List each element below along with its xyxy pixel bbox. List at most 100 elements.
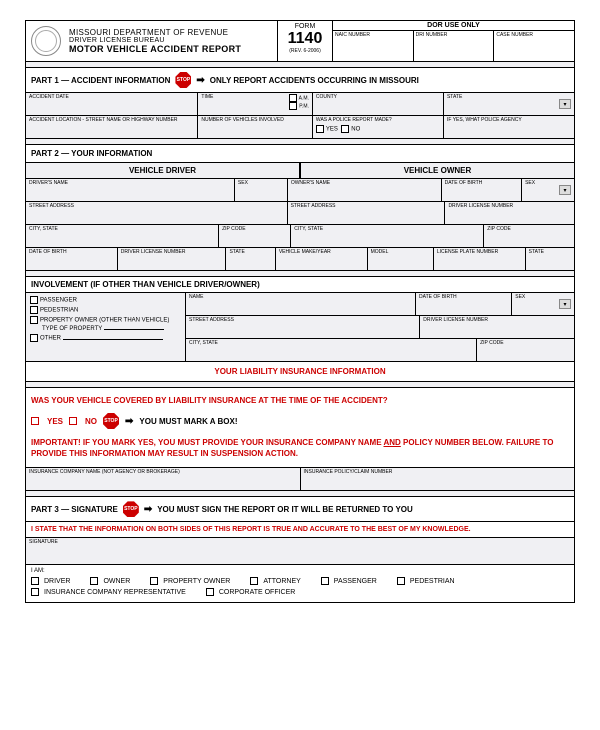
owner-header: VEHICLE OWNER [300, 163, 575, 179]
chevron-down-icon[interactable]: ▾ [559, 99, 571, 109]
police-report-field: WAS A POLICE REPORT MADE? YES NO [313, 116, 444, 138]
header-left: MISSOURI DEPARTMENT OF REVENUE DRIVER LI… [26, 21, 278, 61]
dor-use-only: DOR USE ONLY NAIC NUMBER DRI NUMBER CASE… [333, 21, 574, 61]
part2-col-headers: VEHICLE DRIVER VEHICLE OWNER [25, 163, 575, 179]
drivers-name-field[interactable]: DRIVER'S NAME [26, 179, 235, 201]
police-no-checkbox[interactable] [341, 125, 349, 133]
owner-dl-field[interactable]: DRIVER LICENSE NUMBER [445, 202, 574, 224]
insurance-no-checkbox[interactable] [69, 417, 77, 425]
owner-street-field[interactable]: STREET ADDRESS [288, 202, 446, 224]
plate-field[interactable]: LICENSE PLATE NUMBER [434, 248, 526, 270]
pedestrian-checkbox[interactable] [30, 306, 38, 314]
liability-header: YOUR LIABILITY INSURANCE INFORMATION [25, 362, 575, 382]
dri-number-field: DRI NUMBER [414, 31, 495, 61]
state-field[interactable]: STATE▾ [444, 93, 574, 115]
pm-checkbox[interactable] [289, 102, 297, 110]
insurance-fields: INSURANCE COMPANY NAME (NOT AGENCY OR BR… [25, 468, 575, 491]
policy-field[interactable]: INSURANCE POLICY/CLAIM NUMBER [301, 468, 575, 490]
inv-city-field[interactable]: CITY, STATE [186, 339, 477, 361]
driver-dob-field[interactable]: DATE OF BIRTH [26, 248, 118, 270]
part2-row1: DRIVER'S NAME SEX OWNER'S NAME DATE OF B… [25, 179, 575, 202]
part1-title-prefix: PART 1 — ACCIDENT INFORMATION [31, 76, 170, 85]
arrow-icon: ➡ [144, 504, 152, 515]
case-number-field: CASE NUMBER [494, 31, 574, 61]
owner-checkbox[interactable] [90, 577, 98, 585]
form-label: FORM [280, 23, 330, 30]
property-owner-checkbox[interactable] [150, 577, 158, 585]
part2-row3: CITY, STATE ZIP CODE CITY, STATE ZIP COD… [25, 225, 575, 248]
involvement-fields: NAME DATE OF BIRTH SEX▾ STREET ADDRESS D… [186, 293, 574, 361]
ins-rep-checkbox[interactable] [31, 588, 39, 596]
part2-row4: DATE OF BIRTH DRIVER LICENSE NUMBER STAT… [25, 248, 575, 271]
driver-city-field[interactable]: CITY, STATE [26, 225, 219, 247]
involvement-checklist: PASSENGER PEDESTRIAN PROPERTY OWNER (OTH… [26, 293, 186, 361]
attorney-checkbox[interactable] [250, 577, 258, 585]
bureau-name: DRIVER LICENSE BUREAU [69, 37, 272, 44]
am-checkbox[interactable] [289, 94, 297, 102]
company-field[interactable]: INSURANCE COMPANY NAME (NOT AGENCY OR BR… [26, 468, 301, 490]
state-seal-icon [31, 26, 61, 56]
county-field[interactable]: COUNTY [313, 93, 444, 115]
corp-officer-checkbox[interactable] [206, 588, 214, 596]
insurance-q-text: WAS YOUR VEHICLE COVERED BY LIABILITY IN… [31, 396, 569, 405]
part1-row1: ACCIDENT DATE TIME A.M.P.M. COUNTY STATE… [25, 93, 575, 116]
iam-row2: INSURANCE COMPANY REPRESENTATIVE CORPORA… [31, 588, 569, 596]
arrow-icon: ➡ [196, 75, 204, 86]
stop-icon: STOP [175, 72, 191, 88]
driver-sex-field[interactable]: SEX [235, 179, 288, 201]
model-field[interactable]: MODEL [368, 248, 434, 270]
chevron-down-icon[interactable]: ▾ [559, 185, 571, 195]
signature-field[interactable]: SIGNATURE [26, 538, 574, 564]
location-field[interactable]: ACCIDENT LOCATION - STREET NAME OR HIGHW… [26, 116, 198, 138]
form-rev: (REV. 6-2006) [280, 48, 330, 54]
form-number-box: FORM 1140 (REV. 6-2006) [278, 21, 333, 61]
inv-dl-field[interactable]: DRIVER LICENSE NUMBER [420, 316, 574, 338]
driver-dl-field[interactable]: DRIVER LICENSE NUMBER [118, 248, 227, 270]
agency-field[interactable]: IF YES, WHAT POLICE AGENCY [444, 116, 574, 138]
owners-name-field[interactable]: OWNER'S NAME [288, 179, 442, 201]
part3-header: PART 3 — SIGNATURE STOP ➡ YOU MUST SIGN … [25, 497, 575, 522]
driver-zip-field[interactable]: ZIP CODE [219, 225, 291, 247]
driver-checkbox[interactable] [31, 577, 39, 585]
pedestrian-checkbox[interactable] [397, 577, 405, 585]
inv-dob-field[interactable]: DATE OF BIRTH [416, 293, 512, 315]
plate-state-field[interactable]: STATE [526, 248, 574, 270]
part3-title-suffix: YOU MUST SIGN THE REPORT OR IT WILL BE R… [157, 505, 413, 514]
owner-dob-field[interactable]: DATE OF BIRTH [442, 179, 522, 201]
inv-name-field[interactable]: NAME [186, 293, 416, 315]
accident-date-field[interactable]: ACCIDENT DATE [26, 93, 198, 115]
vehicles-field[interactable]: NUMBER OF VEHICLES INVOLVED [198, 116, 313, 138]
driver-state-field[interactable]: STATE [226, 248, 275, 270]
owner-sex-field[interactable]: SEX▾ [522, 179, 574, 201]
involvement-header: INVOLVEMENT (IF OTHER THAN VEHICLE DRIVE… [25, 277, 575, 293]
police-yes-checkbox[interactable] [316, 125, 324, 133]
arrow-icon: ➡ [125, 416, 133, 427]
inv-zip-field[interactable]: ZIP CODE [477, 339, 574, 361]
iam-section: I AM: DRIVER OWNER PROPERTY OWNER ATTORN… [25, 565, 575, 603]
header-text: MISSOURI DEPARTMENT OF REVENUE DRIVER LI… [69, 28, 272, 54]
passenger-checkbox[interactable] [321, 577, 329, 585]
time-field[interactable]: TIME A.M.P.M. [198, 93, 313, 115]
form-number: 1140 [280, 30, 330, 48]
passenger-checkbox[interactable] [30, 296, 38, 304]
owner-city-field[interactable]: CITY, STATE [291, 225, 484, 247]
insurance-yes-checkbox[interactable] [31, 417, 39, 425]
make-year-field[interactable]: VEHICLE MAKE/YEAR [276, 248, 368, 270]
part1-header: PART 1 — ACCIDENT INFORMATION STOP ➡ ONL… [25, 68, 575, 93]
part1-title-suffix: ONLY REPORT ACCIDENTS OCCURRING IN MISSO… [210, 76, 419, 85]
owner-zip-field[interactable]: ZIP CODE [484, 225, 574, 247]
part2-header: PART 2 — YOUR INFORMATION [25, 145, 575, 163]
involvement-section: PASSENGER PEDESTRIAN PROPERTY OWNER (OTH… [25, 293, 575, 362]
inv-street-field[interactable]: STREET ADDRESS [186, 316, 420, 338]
chevron-down-icon[interactable]: ▾ [559, 299, 571, 309]
other-checkbox[interactable] [30, 334, 38, 342]
property-owner-checkbox[interactable] [30, 316, 38, 324]
inv-sex-field[interactable]: SEX▾ [512, 293, 574, 315]
driver-street-field[interactable]: STREET ADDRESS [26, 202, 288, 224]
naic-number-field: NAIC NUMBER [333, 31, 414, 61]
must-mark-text: YOU MUST MARK A BOX! [139, 417, 237, 426]
stop-icon: STOP [103, 413, 119, 429]
iam-row1: DRIVER OWNER PROPERTY OWNER ATTORNEY PAS… [31, 577, 569, 585]
part3-title-prefix: PART 3 — SIGNATURE [31, 505, 118, 514]
stop-icon: STOP [123, 501, 139, 517]
